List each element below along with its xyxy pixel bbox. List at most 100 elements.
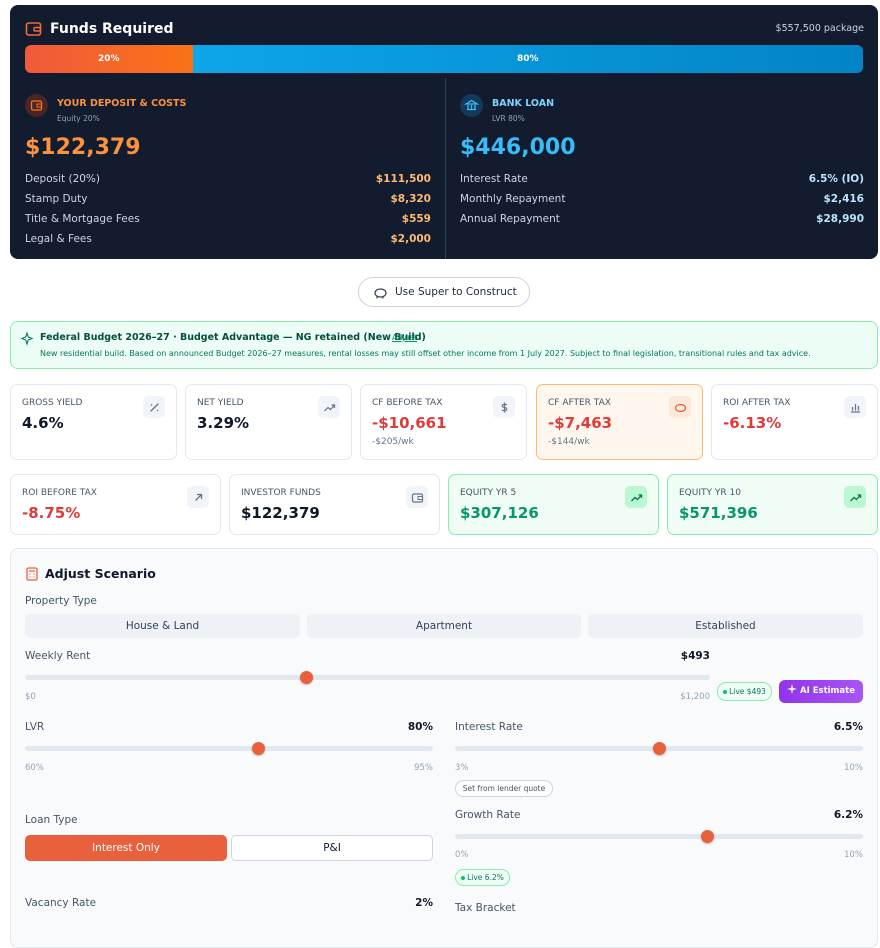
interest-label: Interest Rate (455, 721, 523, 733)
row-value: $2,000 (390, 233, 431, 245)
metric-icon (406, 486, 428, 508)
super-button-label: Use Super to Construct (395, 286, 517, 298)
live-rent-text: Live $493 (729, 687, 766, 696)
metric-label: ROI AFTER TAX (723, 398, 791, 408)
page: {"funds":{"title":"Funds Required","pack… (10, 5, 878, 948)
metric-icon (318, 396, 340, 418)
metric-card: EQUITY YR 5 $307,126 (448, 474, 659, 535)
loan-sub: LVR 80% (492, 114, 525, 123)
metric-value: $307,126 (460, 504, 539, 522)
metric-sub: -$144/wk (548, 437, 590, 447)
loan-label: BANK LOAN (492, 98, 555, 109)
ai-estimate-label: AI Estimate (800, 686, 855, 696)
slider-thumb[interactable] (251, 742, 265, 755)
icon-glyph (411, 492, 423, 503)
row-label: Title & Mortgage Fees (25, 213, 140, 225)
icon-glyph (194, 493, 202, 501)
metric-icon (844, 396, 866, 418)
row-label: Monthly Repayment (460, 193, 566, 205)
split-segment: 20% (25, 45, 193, 73)
rent-label: Weekly Rent (25, 650, 91, 662)
interest-value: 6.5% (833, 721, 863, 733)
notice-text: New residential build. Based on announce… (40, 349, 811, 358)
funds-title: Funds Required (50, 21, 174, 37)
piggy-icon (374, 288, 387, 299)
metric-value: $122,379 (241, 504, 320, 522)
metric-label: GROSS YIELD (22, 398, 83, 408)
lender-quote-button[interactable]: Set from lender quote (455, 780, 553, 797)
property-option[interactable]: Established (588, 614, 863, 638)
row-label: Stamp Duty (25, 193, 88, 205)
vacancy-value: 2% (415, 897, 433, 909)
icon-glyph (850, 403, 860, 413)
notice-link[interactable]: Adjust (392, 333, 418, 342)
metric-value: $571,396 (679, 504, 758, 522)
property-option[interactable]: Apartment (307, 614, 581, 638)
deposit-sub: Equity 20% (57, 114, 100, 123)
super-button[interactable]: Use Super to Construct (358, 277, 530, 307)
metric-icon (187, 486, 209, 508)
scenario-title: Adjust Scenario (45, 566, 156, 581)
slider-track (455, 830, 863, 843)
property-option[interactable]: House & Land (25, 614, 300, 638)
rent-min: $0 (25, 692, 36, 702)
metric-value: -$10,661 (372, 414, 447, 432)
row-label: Annual Repayment (460, 213, 560, 225)
metric-icon (625, 486, 647, 508)
live-growth-text: Live 6.2% (467, 873, 504, 882)
metric-label: EQUITY YR 5 (460, 488, 517, 498)
metric-icon (844, 486, 866, 508)
split-bar: 20% 80% (25, 45, 863, 73)
metric-card: GROSS YIELD 4.6% (10, 384, 177, 460)
metric-card: INVESTOR FUNDS $122,379 (229, 474, 440, 535)
row-label: Deposit (20%) (25, 173, 101, 185)
metric-icon (143, 396, 165, 418)
row-value: $111,500 (375, 173, 431, 185)
slider-track (25, 742, 433, 755)
metric-value: 4.6% (22, 414, 64, 432)
metric-value: 3.29% (197, 414, 250, 432)
metric-icon (493, 396, 515, 418)
icon-glyph (674, 403, 686, 412)
metric-label: INVESTOR FUNDS (241, 488, 321, 498)
notice-title: Federal Budget 2026–27 · Budget Advantag… (40, 332, 426, 343)
icon-glyph (149, 402, 159, 412)
icon-glyph (849, 493, 861, 501)
growth-value: 6.2% (833, 809, 863, 821)
ai-estimate-button[interactable]: AI Estimate (779, 680, 863, 703)
wallet-icon (25, 22, 42, 36)
loan-type-option[interactable]: Interest Only (25, 835, 227, 861)
deposit-icon (25, 94, 48, 117)
bank-icon (460, 94, 483, 117)
row-value: $2,416 (823, 193, 864, 205)
vacancy-label: Vacancy Rate (25, 897, 97, 909)
slider-thumb[interactable] (299, 671, 313, 684)
row-value: $28,990 (816, 213, 864, 225)
loan-type-option[interactable]: P&I (231, 835, 433, 861)
metric-label: CF BEFORE TAX (372, 398, 443, 408)
tax-bracket-label: Tax Bracket (455, 902, 516, 914)
split-label: 20% (98, 54, 120, 64)
icon-glyph (323, 403, 335, 411)
split-segment: 80% (192, 45, 863, 73)
slider-thumb[interactable] (701, 830, 715, 843)
lvr-label: LVR (25, 721, 45, 733)
slider-thumb[interactable] (652, 742, 666, 755)
lvr-min: 60% (25, 763, 44, 773)
metric-label: ROI BEFORE TAX (22, 488, 97, 498)
slider-track (455, 742, 863, 755)
rent-max: $1,200 (680, 692, 710, 702)
split-label: 80% (517, 54, 539, 64)
budget-notice: Federal Budget 2026–27 · Budget Advantag… (10, 321, 878, 369)
loan-type-label: Loan Type (25, 814, 78, 826)
rent-value: $493 (680, 650, 710, 662)
sparkle-icon (21, 332, 34, 346)
interest-min: 3% (455, 763, 469, 773)
row-label: Legal & Fees (25, 233, 92, 245)
metric-label: NET YIELD (197, 398, 244, 408)
metric-value: -8.75% (22, 504, 81, 522)
package: $557,500 package (775, 23, 864, 34)
metric-label: EQUITY YR 10 (679, 488, 741, 498)
growth-min: 0% (455, 850, 469, 860)
divider (445, 78, 446, 259)
